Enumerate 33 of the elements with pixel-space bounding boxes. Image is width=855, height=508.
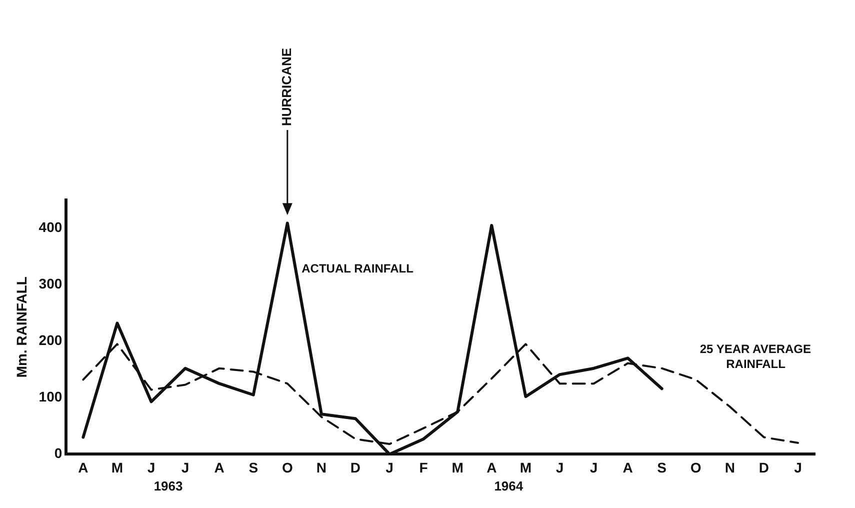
annotation: HURRICANE: [278, 48, 294, 126]
series-label: ACTUAL RAINFALL: [302, 262, 414, 276]
x-tick-label: J: [386, 459, 394, 476]
x-tick-label: J: [590, 459, 598, 476]
x-tick-label: N: [316, 459, 327, 476]
x-tick-label: D: [350, 459, 361, 476]
text: 1963: [154, 478, 183, 494]
x-tick-label: A: [486, 459, 497, 476]
x-tick-label: O: [282, 459, 293, 476]
x-tick-label: J: [794, 459, 802, 476]
x-tick-label: M: [520, 459, 532, 476]
x-tick-label: M: [111, 459, 124, 476]
y-tick-label: 100: [38, 388, 62, 405]
y-axis-title: Mm. RAINFALL: [13, 276, 30, 378]
y-tick-label: 400: [38, 219, 62, 236]
series-label: 25 YEAR AVERAGE RAINFALL: [700, 342, 812, 371]
x-tick-label: S: [248, 459, 258, 476]
x-tick-label: S: [657, 459, 666, 476]
x-tick-label: A: [214, 459, 224, 476]
x-tick-label: O: [690, 459, 702, 476]
x-tick-label: M: [452, 459, 464, 476]
x-tick-label: N: [724, 459, 735, 476]
x-tick-label: F: [419, 459, 428, 476]
x-tick-label: J: [556, 459, 564, 476]
y-tick-label: 0: [54, 445, 62, 462]
x-tick-label: J: [147, 459, 156, 476]
x-tick-label: A: [622, 459, 633, 476]
x-tick-label: J: [181, 459, 190, 476]
y-tick-label: 300: [38, 276, 62, 292]
x-tick-label: A: [78, 459, 88, 476]
y-tick-label: 200: [38, 332, 62, 348]
x-tick-label: D: [758, 459, 770, 476]
text: 1964: [494, 478, 524, 494]
